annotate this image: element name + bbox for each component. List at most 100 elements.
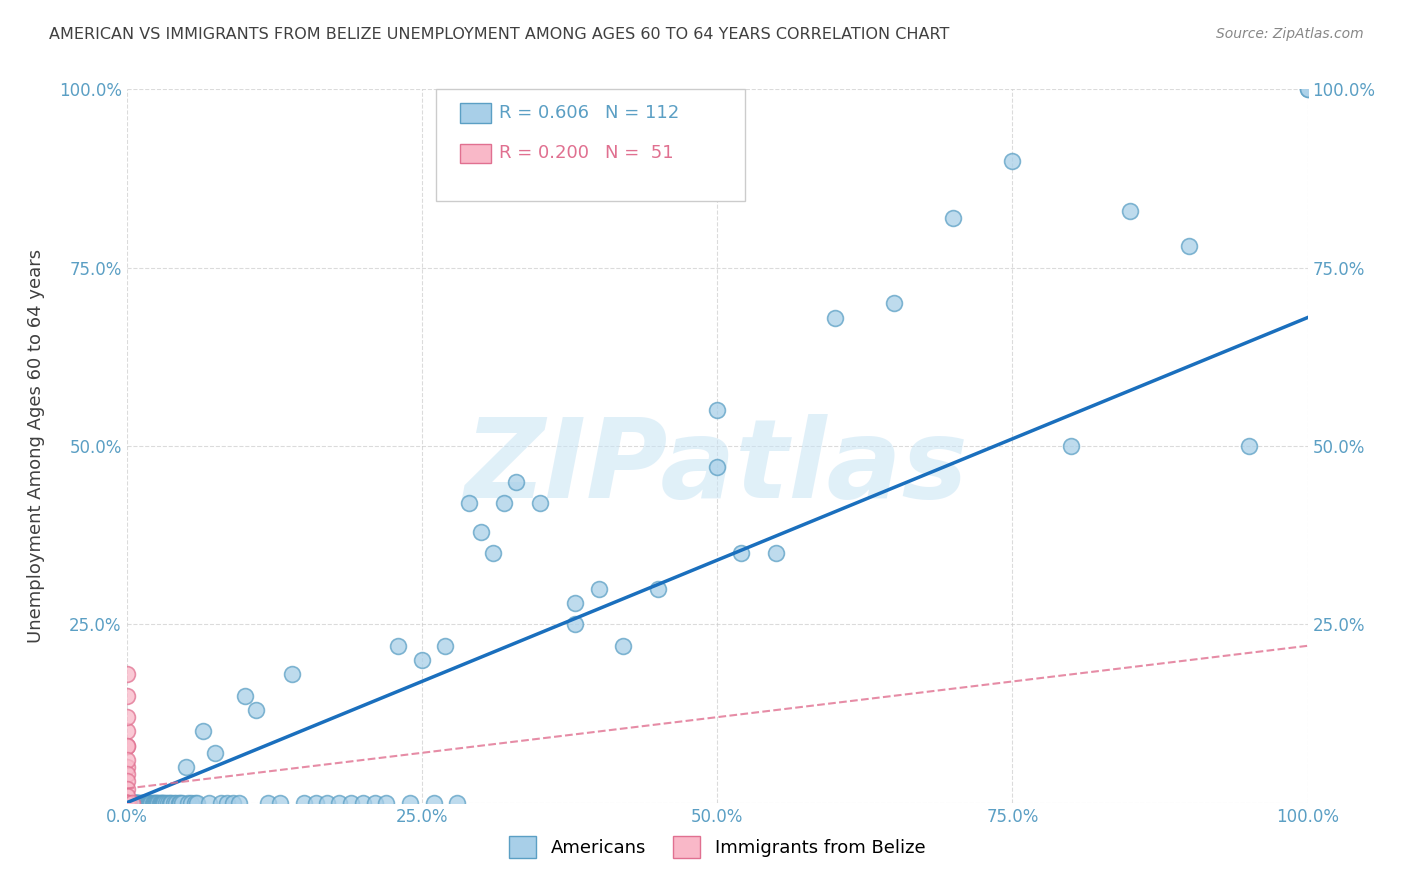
Point	[115, 760, 138, 774]
Point	[118, 796, 141, 810]
Point	[115, 796, 138, 810]
Point	[730, 546, 752, 560]
Point	[494, 496, 516, 510]
Point	[142, 796, 165, 810]
Point	[1296, 82, 1319, 96]
Point	[156, 796, 179, 810]
Point	[167, 796, 190, 810]
Point	[186, 796, 208, 810]
Point	[141, 796, 163, 810]
Point	[117, 796, 139, 810]
Point	[115, 796, 138, 810]
Point	[115, 796, 138, 810]
Point	[149, 796, 172, 810]
Point	[115, 796, 138, 810]
Point	[160, 796, 183, 810]
Point	[233, 689, 256, 703]
Point	[458, 496, 481, 510]
Text: Source: ZipAtlas.com: Source: ZipAtlas.com	[1216, 27, 1364, 41]
Point	[328, 796, 350, 810]
Point	[1060, 439, 1083, 453]
Text: N =  51: N = 51	[605, 145, 673, 162]
Point	[117, 796, 139, 810]
Point	[124, 796, 146, 810]
Point	[115, 739, 138, 753]
Point	[174, 760, 197, 774]
Point	[132, 796, 155, 810]
Point	[136, 796, 159, 810]
Point	[124, 796, 146, 810]
Point	[115, 710, 138, 724]
Point	[115, 767, 138, 781]
Point	[129, 796, 152, 810]
Text: R = 0.606: R = 0.606	[499, 104, 589, 122]
Text: ZIPatlas: ZIPatlas	[465, 414, 969, 521]
Point	[115, 724, 138, 739]
Point	[269, 796, 291, 810]
Point	[115, 796, 138, 810]
Point	[706, 403, 728, 417]
Point	[193, 724, 215, 739]
Point	[118, 796, 141, 810]
Point	[121, 796, 143, 810]
Point	[115, 796, 138, 810]
Point	[120, 796, 142, 810]
Point	[765, 546, 787, 560]
Point	[150, 796, 173, 810]
Point	[257, 796, 280, 810]
Point	[115, 796, 138, 810]
Point	[125, 796, 148, 810]
Point	[120, 796, 142, 810]
Legend: Americans, Immigrants from Belize: Americans, Immigrants from Belize	[502, 829, 932, 865]
Point	[115, 774, 138, 789]
Point	[198, 796, 221, 810]
Point	[470, 524, 492, 539]
Point	[115, 753, 138, 767]
Point	[115, 796, 138, 810]
Point	[529, 496, 551, 510]
Point	[153, 796, 176, 810]
Point	[292, 796, 315, 810]
Point	[399, 796, 422, 810]
Point	[115, 796, 138, 810]
Point	[411, 653, 433, 667]
Point	[122, 796, 145, 810]
Point	[115, 796, 138, 810]
Point	[177, 796, 200, 810]
Point	[115, 796, 138, 810]
Point	[134, 796, 156, 810]
Point	[1119, 203, 1142, 218]
Point	[165, 796, 187, 810]
Point	[115, 796, 138, 810]
Point	[115, 796, 138, 810]
Point	[316, 796, 339, 810]
Point	[159, 796, 181, 810]
Point	[138, 796, 160, 810]
Point	[115, 796, 138, 810]
Point	[120, 796, 142, 810]
Point	[115, 796, 138, 810]
Point	[304, 796, 326, 810]
Point	[481, 546, 503, 560]
Point	[115, 796, 138, 810]
Point	[115, 796, 138, 810]
Point	[706, 460, 728, 475]
Point	[122, 796, 145, 810]
Point	[115, 796, 138, 810]
Point	[115, 796, 138, 810]
Point	[215, 796, 238, 810]
Point	[942, 211, 965, 225]
Point	[115, 796, 138, 810]
Point	[588, 582, 610, 596]
Point	[505, 475, 527, 489]
Point	[135, 796, 157, 810]
Point	[363, 796, 385, 810]
Point	[1178, 239, 1201, 253]
Point	[115, 796, 138, 810]
Point	[169, 796, 191, 810]
Point	[115, 796, 138, 810]
Point	[115, 796, 138, 810]
Point	[163, 796, 186, 810]
Point	[209, 796, 232, 810]
Point	[1237, 439, 1260, 453]
